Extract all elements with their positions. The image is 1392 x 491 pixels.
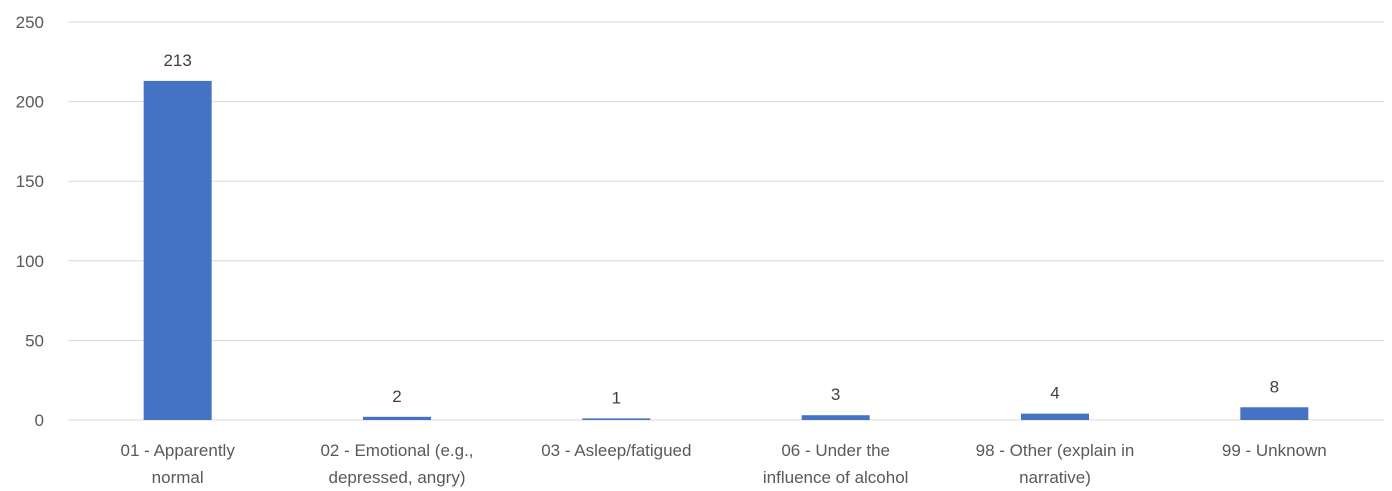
- category-label: depressed, angry): [328, 468, 465, 487]
- category-label: 01 - Apparently: [120, 441, 235, 460]
- bar: [363, 416, 431, 420]
- category-label: 03 - Asleep/fatigued: [541, 441, 691, 460]
- category-label: 98 - Other (explain in: [976, 441, 1135, 460]
- category-label: 99 - Unknown: [1222, 441, 1327, 460]
- category-label: narrative): [1019, 468, 1091, 487]
- bar: [143, 80, 212, 421]
- bars: [143, 80, 1309, 421]
- y-tick-label: 250: [16, 13, 44, 32]
- category-label: influence of alcohol: [763, 468, 909, 487]
- data-label: 213: [163, 51, 191, 70]
- y-tick-label: 100: [16, 252, 44, 271]
- bar: [582, 418, 651, 420]
- y-axis-ticks: 0 50 100 150 200 250: [16, 13, 44, 430]
- category-labels: 01 - Apparently normal 02 - Emotional (e.g…: [120, 441, 1326, 487]
- bar: [1021, 413, 1089, 420]
- data-label: 3: [831, 385, 840, 404]
- bar: [801, 415, 870, 420]
- data-label: 4: [1050, 384, 1059, 403]
- data-label: 1: [612, 388, 621, 407]
- bar: [1240, 407, 1309, 420]
- y-tick-label: 200: [16, 93, 44, 112]
- y-tick-label: 150: [16, 172, 44, 191]
- category-label: normal: [152, 468, 204, 487]
- data-label: 8: [1270, 377, 1279, 396]
- category-label: 06 - Under the: [781, 441, 890, 460]
- y-tick-label: 50: [25, 331, 44, 350]
- category-label: 02 - Emotional (e.g.,: [320, 441, 473, 460]
- y-tick-label: 0: [35, 411, 44, 430]
- data-label: 2: [392, 387, 401, 406]
- gridlines: [68, 21, 1384, 421]
